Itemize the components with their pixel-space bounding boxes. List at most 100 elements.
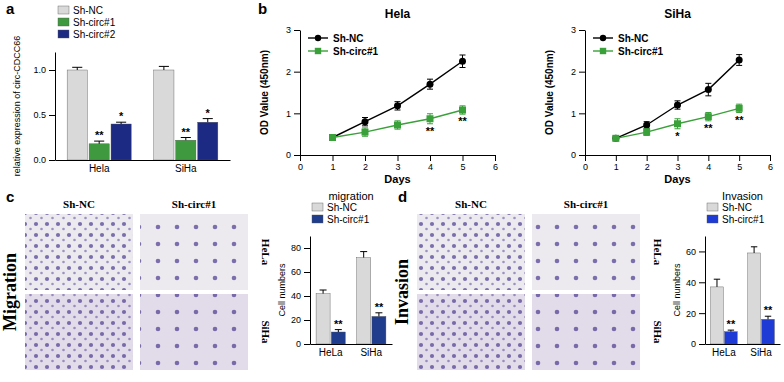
tick-mark: [304, 344, 310, 345]
tick: 1: [614, 155, 619, 172]
legend-swatch: [707, 215, 718, 223]
point: [643, 129, 650, 136]
series-line: [616, 60, 739, 138]
tick-label: HeLa: [319, 347, 343, 358]
micrograph-stain: [25, 294, 133, 370]
error-bar: [644, 122, 650, 129]
error-bar: [335, 330, 342, 332]
chart: 020406080HeLaSiHa: [291, 237, 393, 359]
tick-mark: [49, 70, 55, 71]
micrograph: [417, 214, 525, 290]
tick-mark: [333, 155, 334, 161]
axis: 0 20 40 60: [686, 237, 706, 350]
tick-mark: [678, 155, 679, 161]
plot-area: [711, 247, 775, 344]
tick-label: 20: [686, 309, 696, 319]
error-bar: [714, 279, 720, 287]
micrograph-stain: [417, 214, 525, 290]
tick-mark: [770, 155, 771, 161]
tick-label: 0: [571, 150, 576, 160]
tick-mark: [304, 320, 310, 321]
tick-label: 20: [291, 315, 301, 325]
point: [705, 86, 712, 93]
point: [394, 102, 401, 109]
tick-mark: [647, 155, 648, 161]
significance: **: [458, 115, 467, 127]
tick-mark: [579, 72, 585, 73]
tick: 0.0: [33, 155, 55, 165]
bar: [176, 140, 196, 160]
tick-label: HeLa: [712, 347, 736, 358]
tick: HeLa: [712, 347, 736, 358]
legend-label: Sh-NC: [722, 202, 752, 213]
chart: 01230123456: [286, 25, 498, 172]
tick-label: 2: [571, 67, 576, 77]
tick-label: 0: [298, 162, 303, 172]
error-bar: [320, 290, 327, 294]
error-bar: [675, 101, 681, 109]
micrograph-stain: [532, 294, 640, 370]
tick-mark: [616, 155, 617, 161]
error-bar: [427, 114, 433, 124]
legend-label: Sh-circ#1: [618, 46, 663, 57]
tick-label: 0: [296, 339, 301, 349]
axis: 0123456: [298, 155, 498, 172]
legend-swatch: [707, 203, 718, 211]
tick-mark: [699, 344, 705, 345]
tick-label: 40: [686, 278, 696, 288]
tick-label: 6: [768, 162, 773, 172]
tick: 2: [645, 155, 650, 172]
tick-mark: [699, 313, 705, 314]
axis: 0123456: [583, 155, 773, 172]
image-panel: [25, 214, 248, 370]
tick-label: 60: [686, 247, 696, 257]
row-label: SiHa: [260, 320, 272, 344]
significance: **: [426, 125, 435, 137]
tick-label: 3: [286, 25, 291, 35]
tick-mark: [300, 155, 301, 161]
tick: SiHa: [175, 163, 197, 174]
side-label: Migration: [0, 253, 20, 331]
tick-label: 1: [614, 162, 619, 172]
tick-mark: [365, 155, 366, 161]
micrograph: [140, 214, 248, 290]
axis-line: [311, 344, 393, 345]
micrograph-stain: [140, 294, 248, 370]
tick: HeLa: [319, 347, 343, 358]
error-bar: [460, 55, 466, 68]
tick-label: SiHa: [175, 163, 197, 174]
tick-mark: [579, 155, 585, 156]
error-bar: [427, 79, 433, 89]
plot-area: [612, 55, 742, 142]
column-label: Sh-NC: [63, 198, 95, 210]
chart-title: migration: [328, 190, 373, 202]
tick: 1: [330, 155, 335, 172]
tick: 3: [395, 155, 400, 172]
error-bar: [736, 55, 742, 66]
bar: [111, 124, 131, 160]
significance: **: [95, 129, 104, 141]
row-label: HeLa: [260, 239, 272, 266]
error-bar: [675, 119, 681, 129]
error-bar: [362, 118, 368, 126]
row-label: HeLa: [652, 239, 664, 266]
axis: 0123: [286, 25, 301, 160]
point: [674, 120, 681, 127]
tick: 0: [571, 150, 585, 160]
tick-label: 6: [493, 162, 498, 172]
y-axis-title: OD Value (450nm): [259, 50, 270, 135]
column-label: Sh-circ#1: [564, 198, 608, 210]
tick: SiHa: [360, 347, 382, 358]
tick-label: 1: [330, 162, 335, 172]
tick: 3: [571, 25, 585, 35]
tick: 4: [428, 155, 433, 172]
tick-mark: [495, 155, 496, 161]
tick-label: 3: [571, 25, 576, 35]
tick-mark: [304, 296, 310, 297]
bar: [331, 332, 345, 344]
micrograph: [140, 294, 248, 370]
series-line: [333, 61, 463, 137]
tick-label: 0: [691, 339, 696, 349]
tick: 60: [291, 267, 310, 277]
tick-mark: [585, 155, 586, 161]
